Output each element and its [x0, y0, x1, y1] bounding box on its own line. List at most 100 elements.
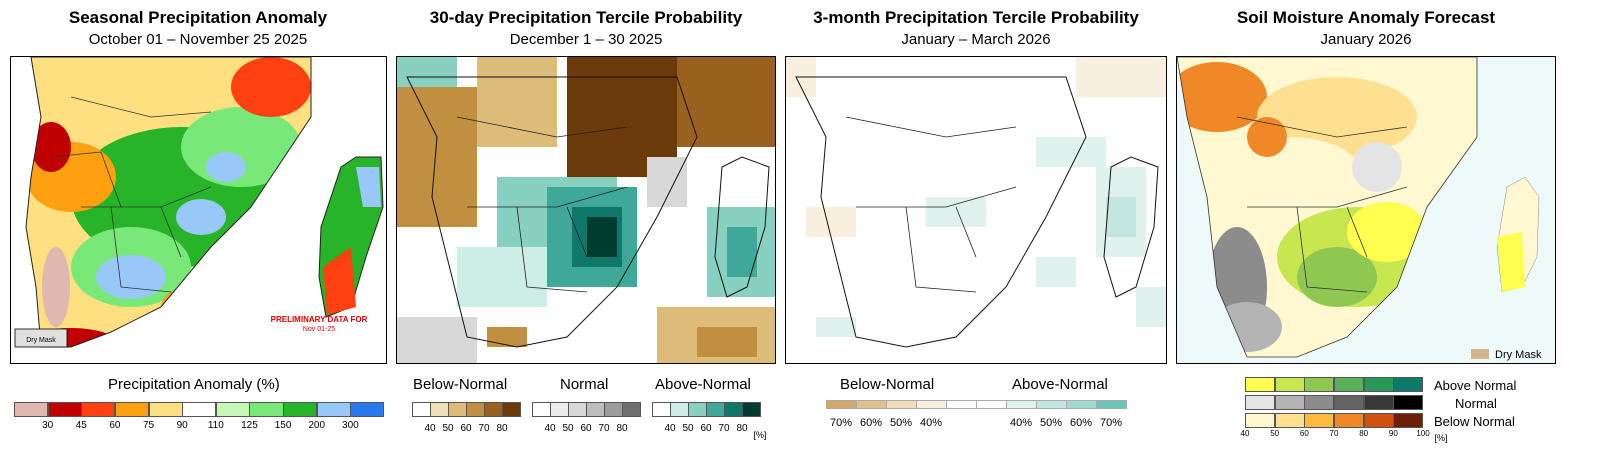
legend2-above-colorbar [652, 402, 761, 417]
legend1-swatch [249, 402, 284, 417]
legend1-swatch [81, 402, 116, 417]
legend3-swatch [886, 400, 917, 409]
madagascar-wet-area [356, 167, 381, 207]
legend2-normal-swatch [550, 402, 569, 417]
legend2-tick: 60 [580, 423, 592, 434]
legend1-tick: 110 [207, 420, 224, 431]
legend2-tick: 80 [616, 423, 628, 434]
legend2-tick: 40 [544, 423, 556, 434]
legend2-above-swatch [670, 402, 689, 417]
panel1-coastline [25, 57, 312, 348]
legend1-swatch [350, 402, 385, 417]
legend2-normal-swatch [622, 402, 641, 417]
legend1-tick: 30 [42, 420, 54, 431]
dry-mask-key [14, 328, 68, 348]
panel1-subtitle: October 01 – November 25 2025 [88, 31, 308, 48]
legend1-tick: 150 [274, 420, 292, 431]
panel4-map-graphic: Dry Mask [1177, 57, 1542, 361]
legend2-normal-swatch [568, 402, 587, 417]
legend2-tick: 50 [682, 423, 694, 434]
legend1-tick: 45 [75, 420, 87, 431]
legend2-above-swatch [652, 402, 671, 417]
panel3-title: 3-month Precipitation Tercile Probabilit… [813, 8, 1139, 27]
legend3-swatch [1006, 400, 1037, 409]
panel2-map-graphic [397, 57, 775, 363]
legend2-above-swatch [688, 402, 707, 417]
panel4-subtitle: January 2026 [1320, 31, 1412, 48]
preliminary-dates: Nov 01-25 [303, 326, 335, 333]
legend4-below-swatch [1304, 413, 1335, 428]
legend4-above-swatch [1304, 377, 1335, 392]
legend2-below-swatch [502, 402, 521, 417]
legend4-normal-colorbar [1245, 395, 1424, 410]
legend2-normal-swatch [586, 402, 605, 417]
legend4-tick: 100 [1416, 429, 1430, 438]
legend4-above-swatch [1363, 377, 1394, 392]
panel4-map: Dry Mask [1176, 56, 1556, 364]
madagascar-dry-area [323, 247, 356, 315]
legend4-tick: 40 [1240, 429, 1250, 438]
legend4-normal-swatch [1274, 395, 1305, 410]
legend2-above-swatch [706, 402, 725, 417]
legend2-above-swatch [742, 402, 761, 417]
legend2-below-label: Below-Normal [413, 376, 508, 393]
panel3-madagascar [1103, 156, 1159, 298]
legend3-swatch [826, 400, 857, 409]
panel4-borders [1236, 116, 1408, 293]
legend3-swatch [1096, 400, 1127, 409]
legend2-tick: 50 [442, 423, 454, 434]
panel1-borders [50, 96, 212, 293]
panel2-coastline [406, 76, 698, 348]
legend2-unit: [%] [753, 430, 767, 440]
legend2-below-swatch [484, 402, 503, 417]
legend1-swatch [148, 402, 183, 417]
panel3-coastline [795, 76, 1087, 348]
legend2-tick: 60 [460, 423, 472, 434]
panel4-madagascar-wet [1497, 232, 1525, 292]
legend3-swatch [916, 400, 947, 409]
legend4-normal-swatch [1245, 395, 1276, 410]
panel3-map-graphic [786, 57, 1166, 363]
legend2-normal-swatch [604, 402, 623, 417]
dry-mask-swatch [1471, 349, 1489, 359]
legend3-swatch [1036, 400, 1067, 409]
legend1-tick: 75 [142, 420, 155, 431]
legend4-unit: [%] [1434, 433, 1448, 443]
legend2-below-colorbar [412, 402, 521, 417]
legend4-tick: 60 [1299, 429, 1309, 438]
legend4-below-swatch [1245, 413, 1276, 428]
legend1-tick: 300 [342, 420, 359, 431]
legend4-tick: 90 [1388, 429, 1398, 438]
panel2-map [396, 56, 776, 364]
legend4-tick: 80 [1359, 429, 1369, 438]
legend3-tick: 60% [859, 417, 883, 429]
dry-mask-text: Dry Mask [26, 337, 56, 344]
legend3-above-label: Above-Normal [1012, 376, 1108, 393]
panel2-borders [456, 116, 628, 293]
legend4-normal-swatch [1393, 395, 1424, 410]
legend3-tick: 50% [1039, 417, 1063, 429]
legend3-swatch [976, 400, 1007, 409]
legend3-swatch [946, 400, 977, 409]
legend2-tick: 60 [700, 423, 712, 434]
legend2-tick: 40 [424, 423, 436, 434]
legend1-swatch [47, 402, 82, 417]
legend4-above-colorbar [1245, 377, 1424, 392]
legend4-below-swatch [1334, 413, 1365, 428]
panel3-borders [845, 116, 1017, 293]
panel2-probability-blocks [397, 57, 775, 363]
legend2-tick: 80 [496, 423, 508, 434]
panel1-map: Dry Mask PRELIMINARY DATA FOR Nov 01-25 [10, 56, 387, 364]
legend1-tick: 90 [176, 420, 188, 431]
legend3-below-label: Below-Normal [840, 376, 935, 393]
legend4-normal-swatch [1334, 395, 1365, 410]
panel3-subtitle: January – March 2026 [901, 31, 1051, 48]
legend1-colorbar [14, 402, 385, 417]
panel2-subtitle: December 1 – 30 2025 [509, 31, 663, 48]
legend1-tick: 60 [109, 420, 121, 431]
legend1-swatch [215, 402, 250, 417]
legend4-tick: 70 [1329, 429, 1339, 438]
legend4-above-swatch [1245, 377, 1276, 392]
legend1-tick: 125 [241, 420, 258, 431]
legend3-swatch [856, 400, 887, 409]
